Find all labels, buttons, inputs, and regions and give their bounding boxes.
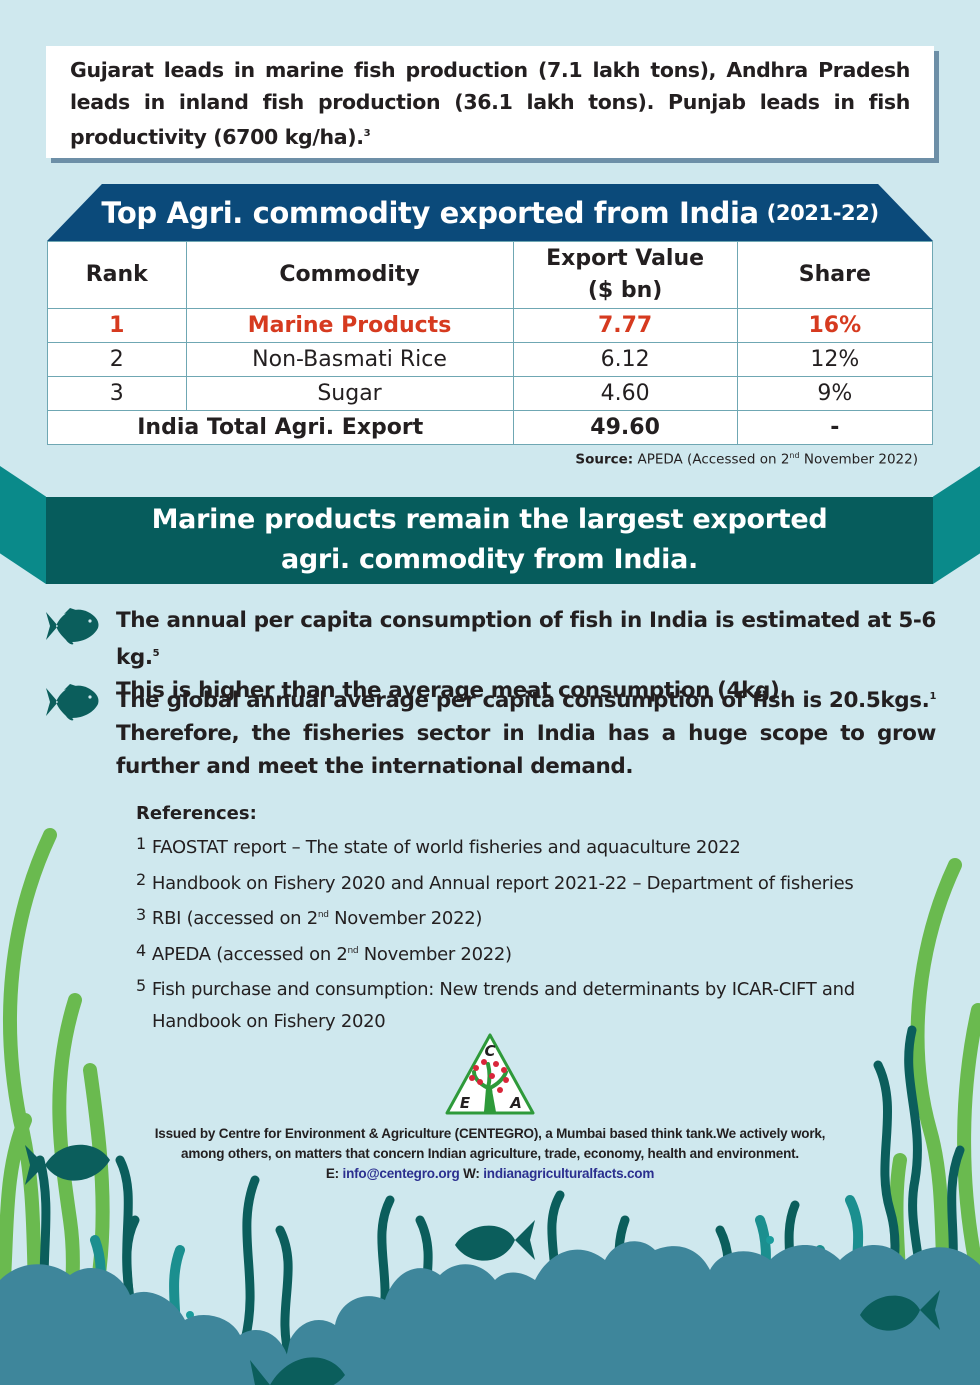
table-header-row: Rank Commodity Export Value ($ bn) Share bbox=[47, 241, 934, 309]
table-title-banner: Top Agri. commodity exported from India … bbox=[47, 184, 933, 241]
source-ordinal: nd bbox=[789, 451, 800, 460]
intro-text-body: Gujarat leads in marine fish production … bbox=[70, 58, 910, 149]
logo-letter-c: C bbox=[484, 1042, 495, 1060]
table-total-row: India Total Agri. Export 49.60 - bbox=[47, 410, 934, 445]
reference-text: APEDA (accessed on 2 bbox=[151, 943, 348, 965]
email-label: E: bbox=[325, 1166, 339, 1181]
references-title: References: bbox=[136, 803, 257, 824]
callout-wing-right bbox=[933, 466, 980, 584]
footnote-marker: 1 bbox=[929, 691, 936, 702]
reference-ordinal: nd bbox=[347, 945, 359, 956]
cell-commodity: Non-Basmati Rice bbox=[185, 342, 514, 377]
cell-share: 9% bbox=[736, 376, 934, 411]
header-export-value: Export Value ($ bn) bbox=[512, 241, 738, 309]
callout-line-2: agri. commodity from India. bbox=[280, 544, 698, 575]
intro-text: Gujarat leads in marine fish production … bbox=[70, 54, 910, 153]
header-export-value-line1: Export Value bbox=[546, 246, 705, 271]
table-row: 3 Sugar 4.60 9% bbox=[47, 376, 934, 411]
cell-value: 6.12 bbox=[512, 342, 738, 377]
reference-item: 5 Fish purchase and consumption: New tren… bbox=[136, 970, 896, 1006]
bullet-2-rest: Therefore, the fisheries sector in India… bbox=[116, 721, 936, 780]
email-link[interactable]: info@centegro.org bbox=[342, 1166, 460, 1181]
source-citation: Source: APEDA (Accessed on 2nd November … bbox=[575, 451, 918, 468]
cell-value: 7.77 bbox=[512, 308, 738, 343]
website-link[interactable]: indianagriculturalfacts.com bbox=[483, 1166, 655, 1181]
fact-bullet-1: The annual per capita consumption of fis… bbox=[46, 604, 936, 703]
reference-text: FAOSTAT report – The state of world fish… bbox=[151, 837, 741, 858]
reference-item: 1 FAOSTAT report – The state of world fis… bbox=[136, 828, 896, 864]
reference-text: Fish purchase and consumption: New trend… bbox=[151, 979, 855, 1000]
bullet-1-rest: This is higher than the average meat con… bbox=[116, 678, 788, 704]
cea-tree-logo: C E A bbox=[445, 1033, 535, 1115]
cell-total-share: - bbox=[736, 410, 934, 445]
reference-number: 4 bbox=[136, 940, 146, 960]
bullet-2-line1: The global annual average per capita con… bbox=[116, 688, 930, 714]
bullet-text: The annual per capita consumption of fis… bbox=[116, 604, 936, 707]
source-text-end: November 2022) bbox=[799, 451, 918, 468]
cell-commodity: Sugar bbox=[185, 376, 514, 411]
cell-commodity: Marine Products bbox=[185, 308, 514, 343]
references-section: References: 1 FAOSTAT report – The state … bbox=[136, 800, 896, 1037]
header-rank: Rank bbox=[47, 241, 187, 309]
cell-rank: 2 bbox=[47, 342, 187, 377]
issuer-line-2: among others, on matters that concern In… bbox=[181, 1146, 799, 1161]
logo-letter-a: A bbox=[509, 1094, 522, 1112]
reference-text-end: November 2022) bbox=[328, 908, 483, 929]
cell-share: 12% bbox=[736, 342, 934, 377]
source-text: APEDA (Accessed on 2 bbox=[637, 451, 790, 468]
reference-number: 3 bbox=[136, 905, 146, 924]
callout-wing-left bbox=[0, 466, 46, 584]
web-label: W: bbox=[463, 1166, 480, 1181]
bullet-text: The global annual average per capita con… bbox=[116, 680, 936, 783]
table-row: 2 Non-Basmati Rice 6.12 12% bbox=[47, 342, 934, 377]
cell-rank: 1 bbox=[47, 308, 187, 343]
reference-item: 3 RBI (accessed on 2nd November 2022) bbox=[136, 899, 896, 935]
key-takeaway-callout: Marine products remain the largest expor… bbox=[46, 497, 933, 584]
intro-fact-box: Gujarat leads in marine fish production … bbox=[46, 46, 934, 158]
source-label: Source: bbox=[575, 451, 634, 468]
export-table: Rank Commodity Export Value ($ bn) Share… bbox=[47, 241, 934, 445]
reference-number: 1 bbox=[136, 834, 146, 853]
callout-line-1: Marine products remain the largest expor… bbox=[151, 504, 828, 535]
bullet-1-line1: The annual per capita consumption of fis… bbox=[116, 608, 936, 671]
reference-item: 4 APEDA (accessed on 2nd November 2022) bbox=[136, 935, 896, 971]
header-commodity: Commodity bbox=[185, 241, 514, 309]
reference-ordinal: nd bbox=[317, 910, 329, 920]
table-title: Top Agri. commodity exported from India bbox=[101, 195, 759, 230]
footnote-marker: 5 bbox=[152, 648, 160, 659]
cell-value: 4.60 bbox=[512, 376, 738, 411]
reference-number: 2 bbox=[136, 869, 146, 889]
cell-share: 16% bbox=[736, 308, 934, 343]
reference-text: Handbook on Fishery 2020 and Annual repo… bbox=[151, 872, 854, 894]
issuer-line-1: Issued by Centre for Environment & Agric… bbox=[154, 1126, 826, 1141]
fact-bullet-2: The global annual average per capita con… bbox=[46, 680, 936, 780]
reference-item: 2 Handbook on Fishery 2020 and Annual rep… bbox=[136, 864, 896, 900]
cell-total-label: India Total Agri. Export bbox=[47, 410, 514, 445]
reference-number: 5 bbox=[136, 976, 146, 995]
cell-rank: 3 bbox=[47, 376, 187, 411]
reference-text: RBI (accessed on 2 bbox=[151, 908, 318, 929]
header-share: Share bbox=[736, 241, 934, 309]
footnote-marker: 3 bbox=[363, 128, 371, 139]
reference-text-end: November 2022) bbox=[358, 943, 512, 965]
reference-text-continued: Handbook on Fishery 2020 bbox=[152, 1010, 386, 1032]
fish-icon bbox=[46, 608, 99, 645]
table-year: (2021-22) bbox=[766, 200, 879, 225]
contact-line: E: info@centegro.org W: indianagricultur… bbox=[120, 1164, 860, 1184]
header-export-value-line2: ($ bn) bbox=[587, 278, 663, 303]
table-row: 1 Marine Products 7.77 16% bbox=[47, 308, 934, 343]
cell-total-value: 49.60 bbox=[512, 410, 738, 445]
fish-icon bbox=[46, 684, 99, 721]
logo-letter-e: E bbox=[460, 1094, 471, 1112]
issuer-statement: Issued by Centre for Environment & Agric… bbox=[120, 1124, 860, 1184]
